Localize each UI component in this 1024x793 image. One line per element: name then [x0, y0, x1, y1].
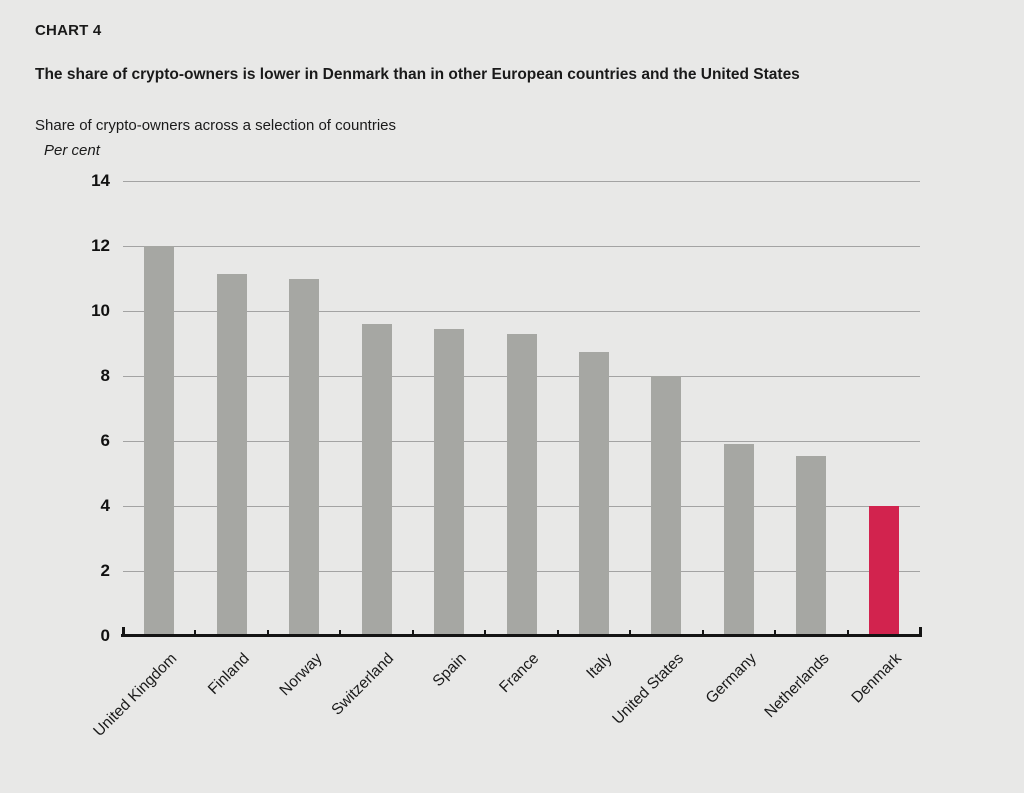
bar-united-states — [651, 376, 682, 636]
x-axis-label-united-kingdom: United Kingdom — [90, 650, 181, 741]
x-axis-label-italy: Italy — [582, 650, 615, 683]
chart-number: CHART 4 — [35, 22, 102, 39]
y-axis-unit-label: Per cent — [44, 142, 100, 159]
gridline — [123, 180, 920, 182]
x-axis-label-switzerland: Switzerland — [328, 650, 398, 719]
bar-denmark — [868, 506, 899, 636]
x-axis-tick — [629, 630, 632, 636]
x-axis-tick — [484, 630, 487, 636]
chart-subtitle: Share of crypto-owners across a selectio… — [35, 117, 397, 134]
y-axis-tick-label: 4 — [100, 496, 110, 515]
x-axis-label-france: France — [496, 650, 543, 697]
y-axis-tick-label: 10 — [91, 301, 110, 320]
x-axis-label-norway: Norway — [275, 650, 326, 700]
x-axis-tick — [846, 630, 849, 636]
x-axis-tick — [556, 630, 559, 636]
gridline — [123, 245, 920, 247]
x-axis-tick — [339, 630, 342, 636]
y-axis-tick-label: 12 — [91, 236, 110, 255]
x-axis-label-finland: Finland — [204, 650, 253, 698]
x-axis-tick — [918, 627, 922, 636]
bar-switzerland — [361, 324, 392, 636]
y-axis-tick-label: 8 — [100, 366, 110, 385]
x-axis-tick — [411, 630, 414, 636]
y-axis-tick-label: 14 — [91, 171, 110, 190]
bar-united-kingdom — [144, 246, 175, 636]
x-axis-tick — [774, 630, 777, 636]
bar-netherlands — [796, 455, 827, 636]
y-axis-tick-label: 2 — [100, 561, 110, 580]
x-axis-tick — [194, 630, 197, 636]
x-axis-tick — [121, 627, 125, 636]
bar-norway — [289, 278, 320, 636]
bar-france — [506, 333, 537, 636]
x-axis-label-germany: Germany — [702, 650, 760, 708]
x-axis-label-denmark: Denmark — [848, 650, 905, 707]
x-axis-label-spain: Spain — [430, 650, 471, 691]
x-axis-line — [121, 634, 922, 637]
y-axis-tick-label: 0 — [100, 626, 110, 645]
x-axis-label-netherlands: Netherlands — [761, 650, 833, 722]
x-axis-tick — [701, 630, 704, 636]
x-axis-label-united-states: United States — [609, 650, 688, 728]
bar-germany — [723, 444, 754, 636]
bar-spain — [434, 328, 465, 636]
bar-finland — [216, 273, 247, 636]
x-axis-tick — [266, 630, 269, 636]
gridline — [123, 310, 920, 312]
y-axis-tick-label: 6 — [100, 431, 110, 450]
bar-italy — [578, 351, 609, 636]
chart-title: The share of crypto-owners is lower in D… — [35, 66, 800, 83]
